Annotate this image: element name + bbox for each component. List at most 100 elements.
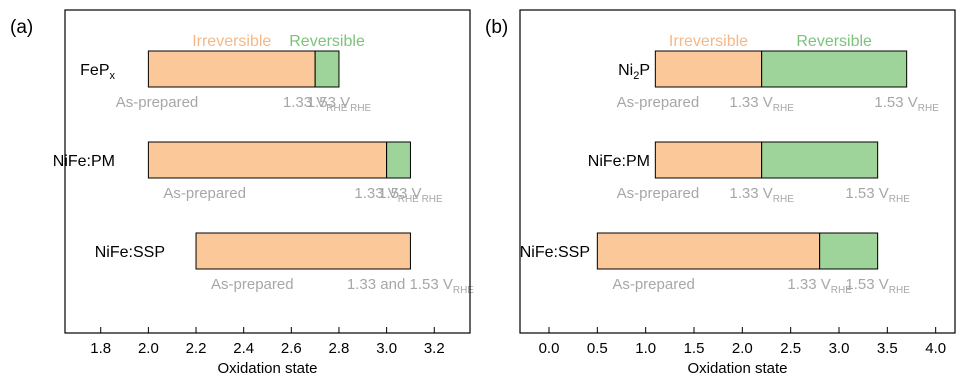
- irreversible-bar: [147, 50, 316, 88]
- irreversible-bar: [654, 141, 763, 179]
- annotation-text: 1.53 V: [845, 276, 888, 293]
- material-subscript: x: [110, 70, 116, 82]
- material-name: NiFe:SSP: [95, 244, 165, 261]
- material-name: Ni: [618, 62, 633, 79]
- annotation-label: As-prepared: [617, 185, 700, 202]
- annotation-text: 1.53 V: [845, 185, 888, 202]
- material-name: NiFe:PM: [588, 153, 650, 170]
- annotation-text: 1.33 V: [729, 185, 772, 202]
- annotation-label: 1.33 VRHE: [729, 94, 794, 114]
- material-name: NiFe:PM: [53, 153, 115, 170]
- x-tick-label: 0.5: [587, 340, 608, 357]
- annotation-text: As-prepared: [211, 276, 294, 293]
- x-tick-label: 3.0: [829, 340, 850, 357]
- annotation-text: 1.53 V: [307, 94, 350, 111]
- annotation-text: 1.33 V: [787, 276, 830, 293]
- panel-label: (a): [10, 17, 33, 38]
- x-tick-label: 2.8: [329, 340, 350, 357]
- plot-frame: [64, 9, 471, 334]
- annotation-subscript: RHE: [889, 285, 910, 296]
- legend-reversible: Reversible: [796, 33, 872, 50]
- annotation-subscript: RHE: [831, 285, 852, 296]
- panel-label: (b): [485, 17, 508, 38]
- annotation-text: 1.33 V: [729, 94, 772, 111]
- annotation-label: As-prepared: [116, 94, 199, 111]
- material-subscript: 2: [633, 70, 639, 82]
- annotation-subscript: RHE: [398, 194, 419, 205]
- x-axis-label: Oxidation state: [217, 360, 317, 373]
- annotation-subscript: RHE: [422, 194, 443, 205]
- annotation-text: 1.53 V: [378, 185, 421, 202]
- plot-frame: [519, 9, 956, 334]
- x-tick-label: 1.8: [90, 340, 111, 357]
- annotation-label: 1.53 VRHE: [845, 185, 910, 205]
- annotation-label: 1.53 VRHE: [874, 94, 939, 114]
- x-tick-label: 3.0: [376, 340, 397, 357]
- x-tick-label: 2.2: [186, 340, 207, 357]
- x-tick-label: 2.0: [732, 340, 753, 357]
- annotation-text: As-prepared: [612, 276, 695, 293]
- annotation-label: 1.33 VRHE: [729, 185, 794, 205]
- annotation-text: As-prepared: [617, 185, 700, 202]
- x-tick-label: 0.0: [539, 340, 560, 357]
- annotation-subscript: RHE: [773, 103, 794, 114]
- reversible-bar: [314, 50, 340, 88]
- annotation-subscript: RHE: [326, 103, 347, 114]
- material-name: NiFe:SSP: [520, 244, 590, 261]
- annotation-text: 1.33 V: [283, 94, 326, 111]
- material-label: NiFe:SSP: [520, 244, 590, 261]
- reversible-bar: [761, 50, 908, 88]
- legend-irreversible: Irreversible: [192, 33, 271, 50]
- annotation-label: 1.33 VRHE: [354, 185, 419, 205]
- annotation-label: 1.53 VRHE: [307, 94, 372, 114]
- x-axis-label: Oxidation state: [687, 360, 787, 373]
- annotation-label: 1.33 VRHE: [787, 276, 852, 296]
- x-tick-label: 1.5: [684, 340, 705, 357]
- material-label: NiFe:SSP: [95, 244, 165, 261]
- annotation-text: 1.33 and 1.53 V: [347, 276, 453, 293]
- x-tick-label: 4.0: [925, 340, 946, 357]
- annotation-subscript: RHE: [889, 194, 910, 205]
- irreversible-bar: [654, 50, 763, 88]
- annotation-text: As-prepared: [163, 185, 246, 202]
- x-tick-label: 2.4: [233, 340, 254, 357]
- reversible-bar: [386, 141, 411, 179]
- legend-irreversible: Irreversible: [669, 33, 748, 50]
- annotation-label: 1.53 VRHE: [845, 276, 910, 296]
- x-tick-label: 2.0: [138, 340, 159, 357]
- legend-reversible: Reversible: [289, 33, 365, 50]
- annotation-subscript: RHE: [918, 103, 939, 114]
- reversible-bar: [819, 232, 879, 270]
- material-name-suffix: P: [639, 62, 650, 79]
- annotation-text: As-prepared: [116, 94, 199, 111]
- irreversible-bar: [596, 232, 821, 270]
- annotation-label: 1.33 and 1.53 VRHE: [347, 276, 474, 296]
- annotation-label: As-prepared: [211, 276, 294, 293]
- annotation-text: As-prepared: [617, 94, 700, 111]
- material-label: FePx: [80, 62, 115, 82]
- annotation-text: 1.53 V: [874, 94, 917, 111]
- annotation-label: 1.33 VRHE: [283, 94, 348, 114]
- material-name: FeP: [80, 62, 109, 79]
- x-tick-label: 3.5: [877, 340, 898, 357]
- reversible-bar: [761, 141, 879, 179]
- irreversible-bar: [147, 141, 388, 179]
- annotation-subscript: RHE: [773, 194, 794, 205]
- material-label: NiFe:PM: [588, 153, 650, 170]
- material-label: Ni2P: [618, 62, 650, 82]
- annotation-label: As-prepared: [612, 276, 695, 293]
- annotation-subscript: RHE: [453, 285, 474, 296]
- x-tick-label: 3.2: [424, 340, 445, 357]
- annotation-subscript: RHE: [350, 103, 371, 114]
- annotation-label: As-prepared: [617, 94, 700, 111]
- annotation-label: As-prepared: [163, 185, 246, 202]
- annotation-label: 1.53 VRHE: [378, 185, 443, 205]
- annotation-text: 1.33 V: [354, 185, 397, 202]
- x-tick-label: 2.5: [780, 340, 801, 357]
- irreversible-bar: [195, 232, 411, 270]
- x-tick-label: 2.6: [281, 340, 302, 357]
- material-label: NiFe:PM: [53, 153, 115, 170]
